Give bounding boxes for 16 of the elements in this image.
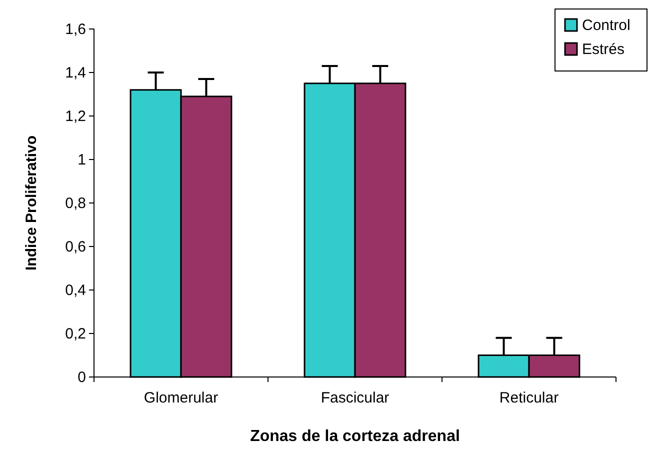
x-tick-label: Glomerular (144, 390, 218, 406)
y-tick-label: 0,4 (65, 282, 86, 299)
y-tick-label: 0,2 (65, 325, 86, 342)
y-tick-label: 0,6 (65, 238, 86, 256)
x-tick-label: Fascicular (320, 390, 390, 406)
y-tick-label: 1,2 (65, 108, 86, 125)
y-tick-label: 0 (78, 368, 86, 386)
legend-label: Estrés (582, 41, 625, 58)
y-axis-title: Indice Proliferativo (23, 135, 40, 271)
x-axis-title: Zonas de la corteza adrenal (250, 428, 460, 445)
y-tick-label: 0,8 (65, 194, 86, 212)
y-tick-label: 1 (78, 151, 86, 168)
x-tick-label: Reticular (499, 390, 559, 406)
y-tick-label: 1,4 (65, 64, 86, 82)
legend-label: Control (582, 17, 630, 34)
y-tick-label: 1,6 (65, 20, 86, 38)
